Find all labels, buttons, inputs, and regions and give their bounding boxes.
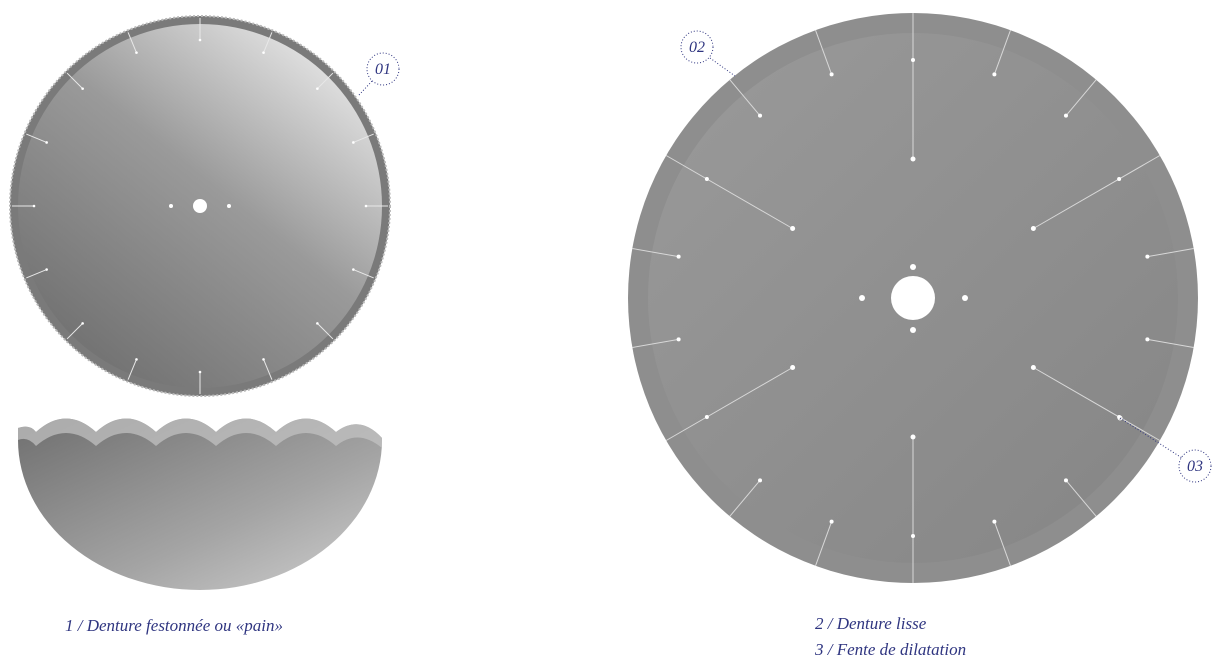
- slot: [26, 269, 47, 279]
- slot-hole: [911, 58, 915, 62]
- slot-hole: [198, 370, 202, 374]
- slot-hole: [81, 322, 84, 325]
- slot-hole: [45, 268, 48, 271]
- slot-hole: [352, 268, 355, 271]
- slot-hole: [1145, 337, 1150, 342]
- slot-hole: [704, 415, 709, 419]
- caption: 1 / Denture festonnée ou «pain»: [65, 616, 283, 635]
- slot-hole: [1117, 177, 1122, 181]
- slot-hole: [992, 72, 997, 77]
- caption: 3 / Fente de dilatation: [814, 640, 966, 659]
- slot: [729, 79, 761, 117]
- slot: [1147, 248, 1194, 258]
- slot-hole: [198, 38, 202, 42]
- slot: [1033, 367, 1161, 441]
- slot: [127, 32, 137, 53]
- slot: [729, 479, 761, 517]
- slot: [815, 30, 833, 75]
- caption: 2 / Denture lisse: [815, 614, 927, 633]
- slot-hole: [992, 519, 997, 524]
- slot-hole: [262, 51, 265, 54]
- slot: [1065, 479, 1097, 517]
- slot-hole: [352, 141, 355, 144]
- callout-03: 03: [1117, 415, 1212, 483]
- slot-hole: [829, 519, 834, 524]
- slot: [353, 269, 374, 279]
- scalloped-disc: [9, 15, 391, 397]
- callout-label: 02: [689, 39, 705, 56]
- slot-hole: [758, 113, 763, 118]
- slot-hole: [135, 51, 138, 54]
- scallop-detail: [18, 418, 382, 590]
- slot-hole: [911, 534, 915, 538]
- slot-hole: [32, 204, 36, 208]
- slot: [263, 32, 273, 53]
- callout-label: 03: [1187, 458, 1203, 475]
- slot-hole: [81, 87, 84, 90]
- slot-hole: [316, 322, 319, 325]
- slot-hole: [704, 177, 709, 181]
- slot-hole: [1030, 365, 1036, 370]
- slot-hole: [676, 254, 681, 259]
- slot: [127, 359, 137, 380]
- slot: [993, 30, 1011, 75]
- slot-hole: [790, 226, 796, 231]
- slot: [815, 521, 833, 566]
- slot: [66, 72, 83, 89]
- slot: [1033, 155, 1161, 229]
- slot: [1065, 79, 1097, 117]
- callout-02: 02: [680, 30, 736, 77]
- slot: [317, 72, 334, 89]
- slot-hole: [135, 358, 138, 361]
- slot-hole: [910, 156, 916, 162]
- slot-hole: [364, 204, 368, 208]
- slot-hole: [676, 337, 681, 342]
- slot: [632, 248, 679, 258]
- callout-label: 01: [375, 61, 391, 78]
- slot-hole: [758, 478, 763, 483]
- slot: [632, 338, 679, 348]
- slot-hole: [829, 72, 834, 77]
- slot: [263, 359, 273, 380]
- slot: [353, 133, 374, 143]
- slot-hole: [262, 358, 265, 361]
- slot-hole: [1063, 478, 1068, 483]
- slot: [993, 521, 1011, 566]
- slot-hole: [1030, 226, 1036, 231]
- slot: [66, 323, 83, 340]
- slot-hole: [45, 141, 48, 144]
- slot: [26, 133, 47, 143]
- slot: [1147, 338, 1194, 348]
- callout-01: 01: [358, 52, 400, 96]
- slot-hole: [316, 87, 319, 90]
- slot-hole: [910, 434, 916, 440]
- slot: [665, 367, 793, 441]
- slot-hole: [1145, 254, 1150, 259]
- slot-hole: [1063, 113, 1068, 118]
- slot: [317, 323, 334, 340]
- slot: [665, 155, 793, 229]
- slot-hole: [790, 365, 796, 370]
- smooth-disc: [628, 13, 1198, 583]
